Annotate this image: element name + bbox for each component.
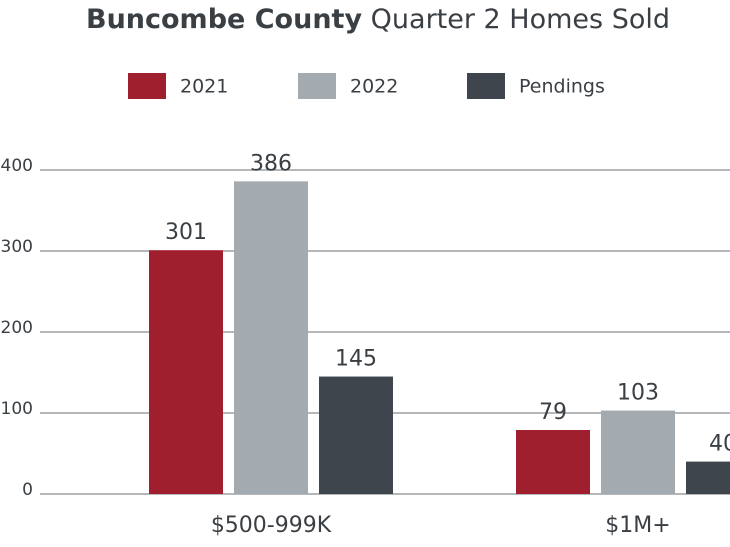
y-tick-label: 400 — [1, 156, 33, 176]
y-tick-label: 100 — [1, 399, 33, 419]
legend-swatch — [128, 73, 166, 99]
bar — [319, 376, 393, 494]
value-label: 145 — [335, 347, 377, 372]
y-tick-label: 0 — [22, 480, 33, 500]
x-tick-label: $500-999K — [211, 513, 332, 538]
bar — [686, 461, 730, 494]
legend-label: Pendings — [519, 76, 605, 98]
bar — [601, 410, 675, 494]
bar — [516, 430, 590, 494]
legend-swatch — [298, 73, 336, 99]
legend-swatch — [467, 73, 505, 99]
bar — [234, 181, 308, 494]
chart-title-rest: Quarter 2 Homes Sold — [371, 4, 670, 35]
legend-label: 2022 — [350, 76, 398, 98]
value-label: 103 — [617, 381, 659, 406]
y-tick-label: 200 — [1, 318, 33, 338]
legend-label: 2021 — [180, 76, 228, 98]
value-label: 386 — [250, 151, 292, 176]
bar — [149, 250, 223, 494]
chart-title-bold: Buncombe County — [86, 4, 362, 35]
value-label: 301 — [165, 220, 207, 245]
value-label: 40 — [709, 432, 730, 457]
y-tick-label: 300 — [1, 237, 33, 257]
value-label: 79 — [539, 400, 567, 425]
x-tick-label: $1M+ — [605, 513, 670, 538]
chart-title: Buncombe County Quarter 2 Homes Sold — [86, 4, 670, 35]
